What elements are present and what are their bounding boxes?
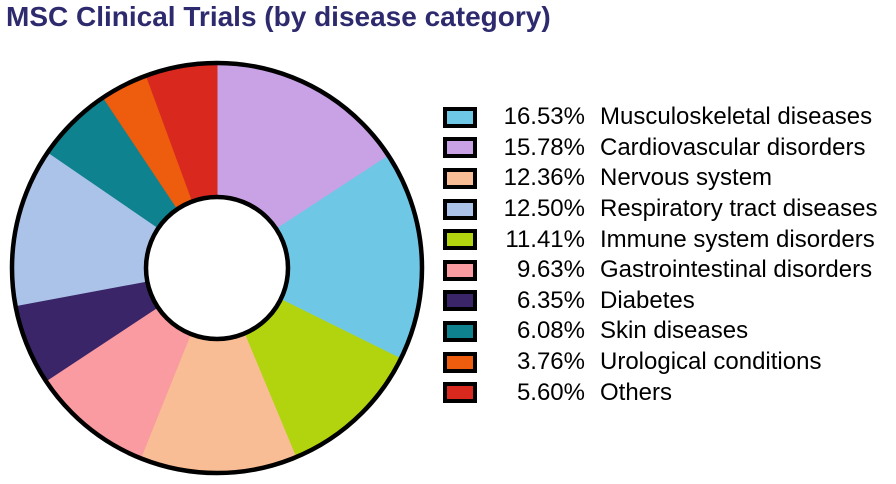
legend-label: Respiratory tract diseases (600, 195, 878, 223)
legend-percent: 6.08% (516, 317, 585, 345)
legend-swatch (443, 290, 477, 312)
legend-item: 11.41% Immune system disorders (443, 224, 877, 255)
legend-item: 15.78% Cardiovascular disorders (443, 133, 877, 164)
legend-percent: 12.36% (503, 164, 585, 192)
legend-swatch (443, 137, 477, 159)
legend-item: 6.35% Diabetes (443, 286, 877, 317)
legend-label: Urological conditions (600, 348, 822, 376)
donut-chart (9, 60, 425, 476)
legend-item: 12.50% Respiratory tract diseases (443, 194, 877, 225)
legend-label: Diabetes (600, 286, 695, 314)
legend-percent: 9.63% (516, 256, 585, 284)
legend-label: Musculoskeletal diseases (600, 103, 873, 131)
legend-swatch (443, 229, 477, 251)
legend-item: 16.53% Musculoskeletal diseases (443, 102, 877, 133)
donut-outlines (9, 60, 425, 476)
legend-label: Skin diseases (600, 317, 749, 345)
legend-percent: 16.53% (503, 103, 585, 131)
legend-swatch (443, 351, 477, 373)
legend-item: 5.60% Others (443, 377, 877, 408)
legend-swatch (443, 382, 477, 404)
legend-item: 3.76% Urological conditions (443, 347, 877, 378)
legend-label: Immune system disorders (600, 225, 875, 253)
legend-swatch (443, 259, 477, 281)
legend-swatch (443, 320, 477, 342)
donut-inner-ring (143, 194, 291, 342)
legend-percent: 11.41% (505, 225, 585, 253)
legend-item: 9.63% Gastrointestinal disorders (443, 255, 877, 286)
donut-outer-ring (9, 60, 425, 476)
legend-swatch (443, 198, 477, 220)
legend-item: 12.36% Nervous system (443, 163, 877, 194)
legend-percent: 6.35% (516, 286, 585, 314)
legend-percent: 15.78% (503, 133, 585, 161)
legend-percent: 3.76% (516, 348, 585, 376)
legend-swatch (443, 167, 477, 189)
legend-percent: 12.50% (503, 195, 585, 223)
chart-title: MSC Clinical Trials (by disease category… (6, 1, 551, 32)
legend-label: Others (600, 378, 673, 406)
legend-label: Nervous system (600, 164, 773, 192)
legend-item: 6.08% Skin diseases (443, 316, 877, 347)
legend-label: Gastrointestinal disorders (600, 256, 873, 284)
legend-swatch (443, 106, 477, 128)
chart-legend: 16.53% Musculoskeletal diseases 15.78% Card… (443, 102, 877, 408)
legend-percent: 5.60% (516, 378, 585, 406)
legend-label: Cardiovascular disorders (600, 133, 866, 161)
